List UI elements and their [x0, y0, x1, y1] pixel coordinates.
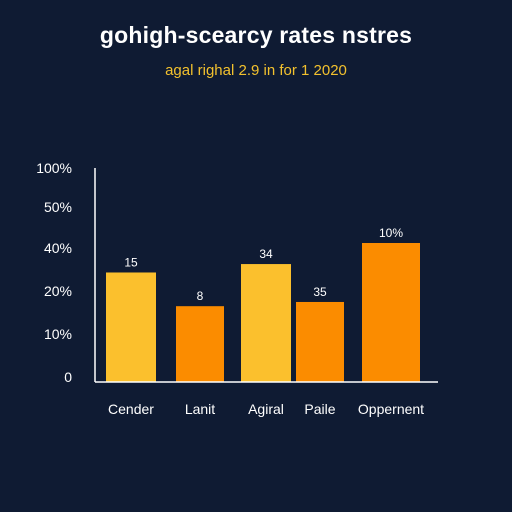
data-labels: 15 8 34 35 10% — [124, 226, 403, 303]
y-tick-label: 40% — [44, 240, 72, 256]
x-tick-label: Lanit — [185, 401, 215, 417]
bars — [106, 243, 420, 382]
bar — [176, 306, 224, 382]
bar — [241, 264, 291, 382]
data-label: 35 — [313, 285, 327, 299]
x-tick-label: Agiral — [248, 401, 284, 417]
y-tick-label: 10% — [44, 326, 72, 342]
y-axis-ticks: 0 10% 20% 40% 50% 100% — [36, 160, 72, 385]
x-tick-label: Cender — [108, 401, 154, 417]
bar — [296, 301, 344, 382]
chart-subtitle: agal righal 2.9 in for 1 2020 — [165, 62, 347, 79]
bar — [106, 272, 156, 382]
x-axis-ticks: Cender Lanit Agiral Paile Oppernent — [108, 401, 424, 417]
x-tick-label: Oppernent — [358, 401, 424, 417]
data-label: 34 — [259, 247, 273, 261]
data-label: 15 — [124, 255, 138, 269]
bar — [362, 243, 420, 382]
y-tick-label: 0 — [64, 369, 72, 385]
y-tick-label: 100% — [36, 160, 72, 176]
chart-title: gohigh-scearcy rates nstres — [99, 22, 413, 48]
data-label: 10% — [379, 226, 403, 240]
axes — [94, 168, 438, 383]
y-tick-label: 50% — [44, 199, 72, 215]
x-tick-label: Paile — [304, 401, 335, 417]
data-label: 8 — [197, 289, 204, 303]
y-tick-label: 20% — [44, 283, 72, 299]
